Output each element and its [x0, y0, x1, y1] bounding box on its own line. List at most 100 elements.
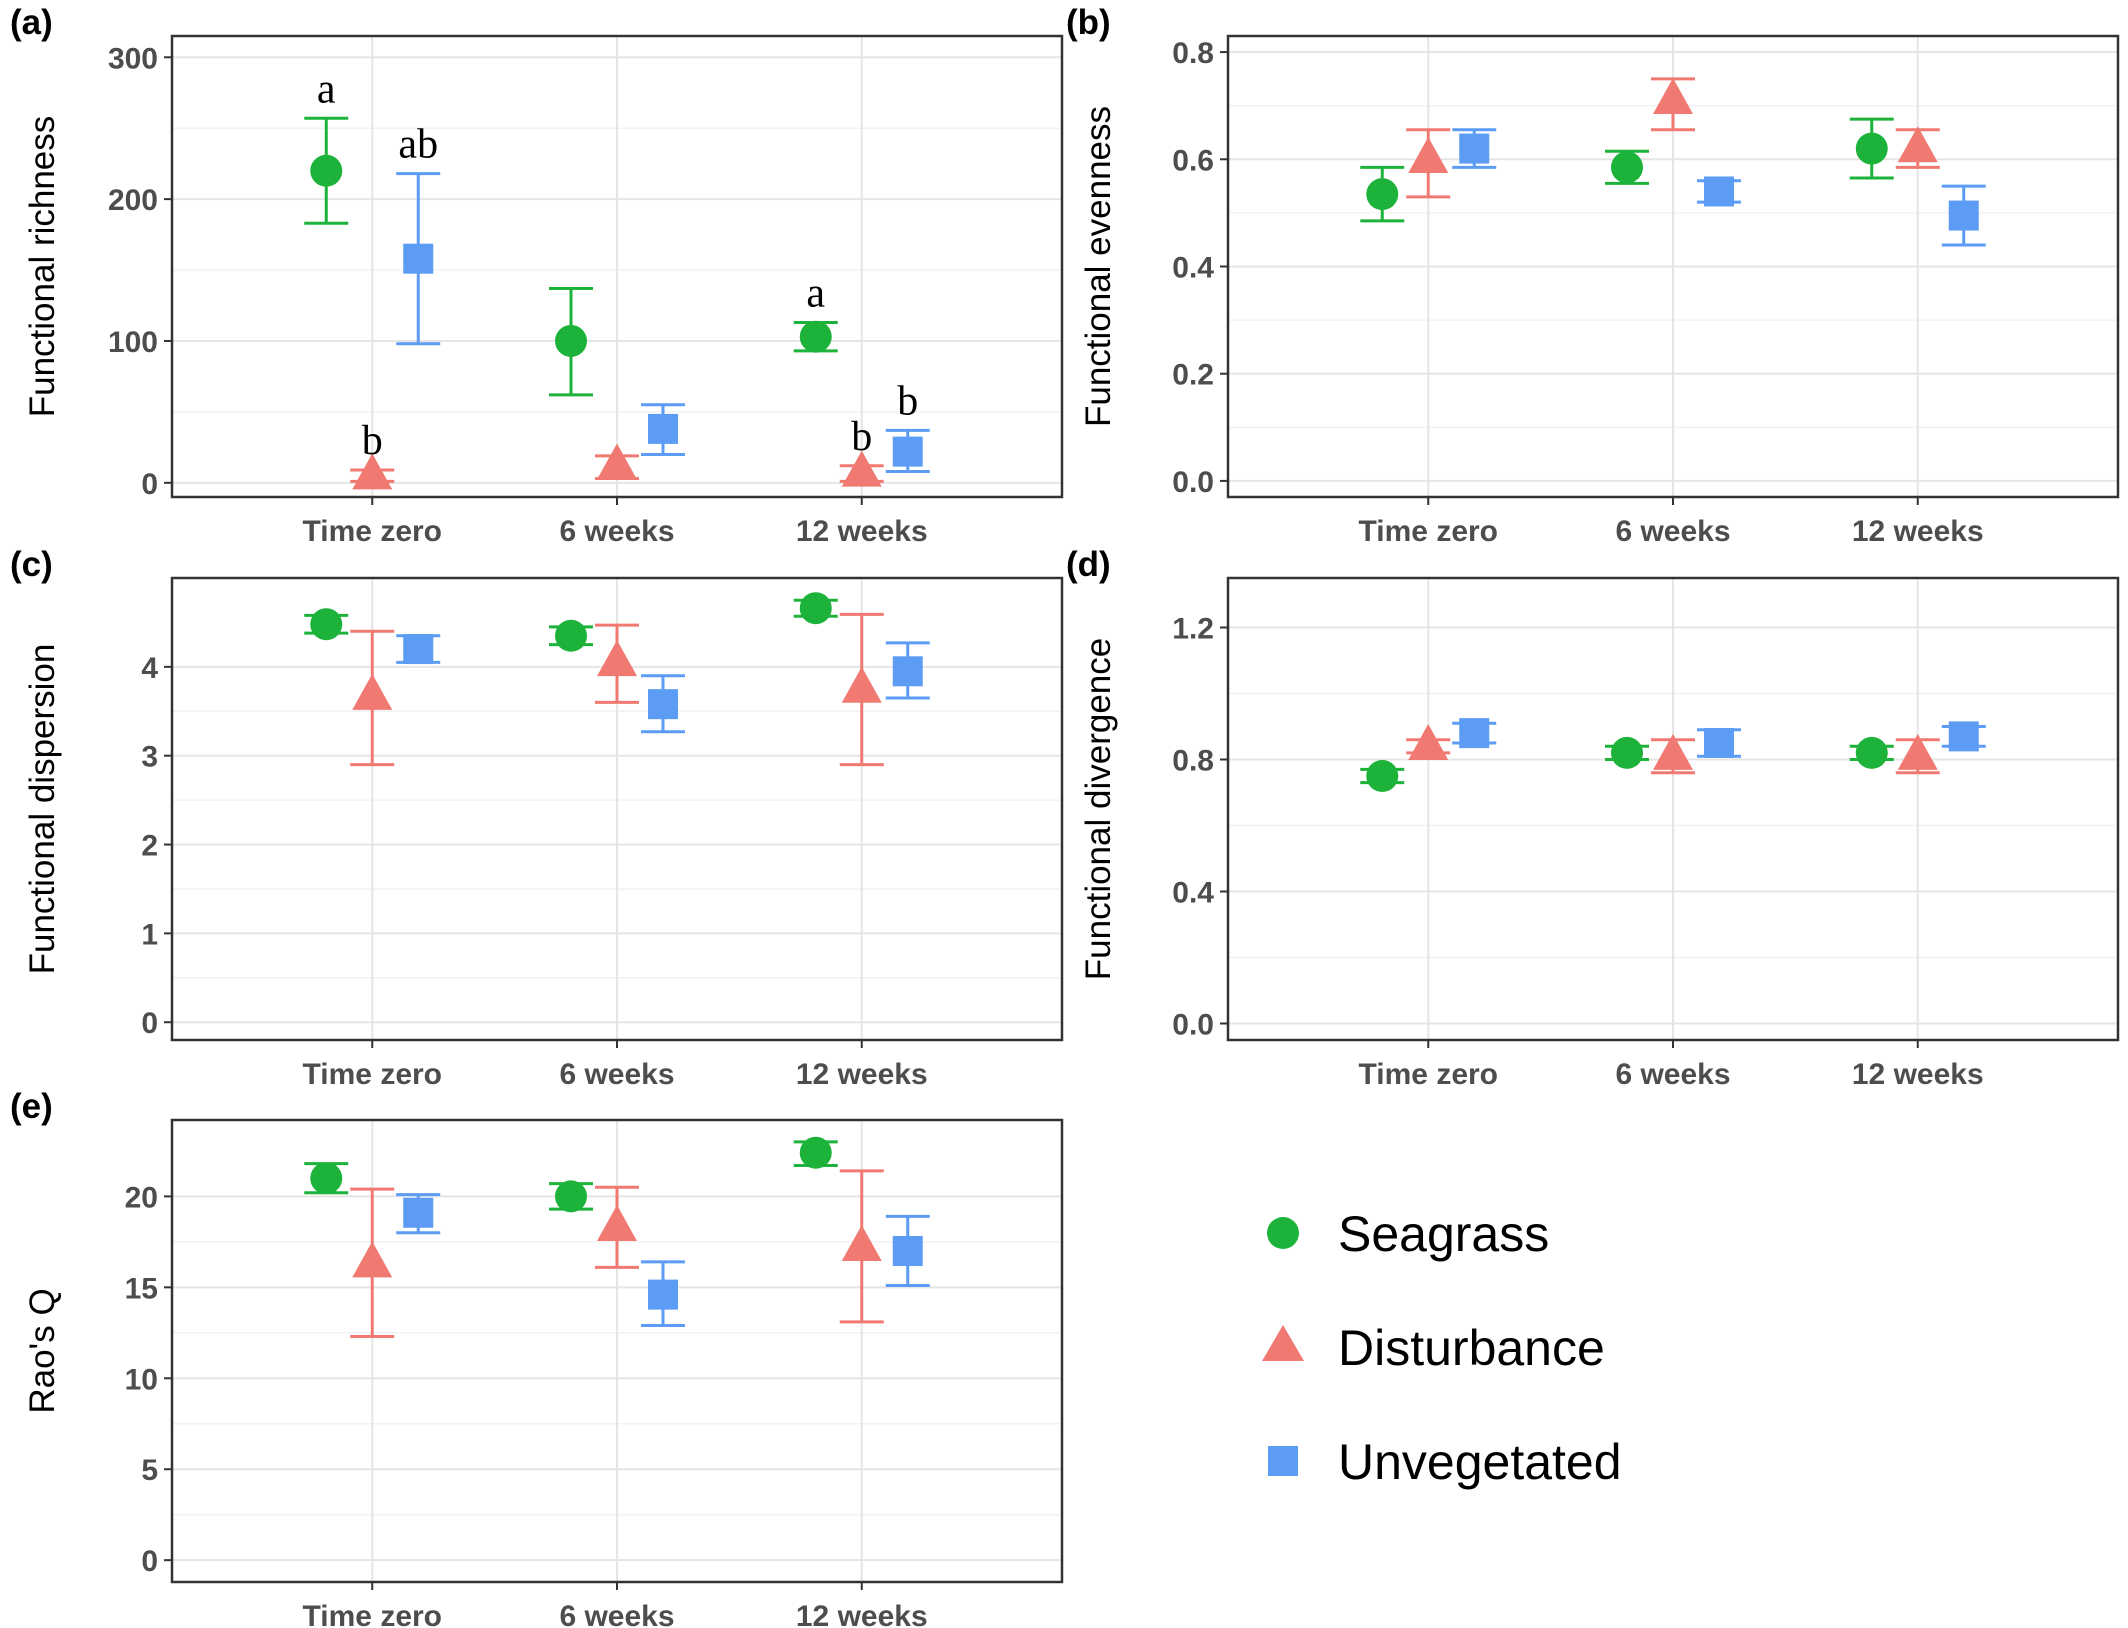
series-seagrass: [1360, 117, 1894, 223]
significance-letter: b: [851, 414, 872, 460]
point-seagrass-time-zero: [1366, 760, 1399, 792]
legend: Seagrass Disturbance Unvegetated: [1262, 1206, 1622, 1490]
y-tick-label: 0.0: [1172, 466, 1214, 499]
y-tick-label: 200: [108, 184, 158, 217]
point-unvegetated-time-zero: [403, 243, 434, 274]
panel-label: (d): [1066, 545, 1111, 584]
series-disturbance: [350, 1169, 884, 1338]
y-tick-label: 20: [125, 1181, 158, 1214]
x-tick-label-time-zero: Time zero: [303, 1600, 443, 1628]
x-tick-label-6-weeks: 6 weeks: [559, 1058, 674, 1091]
point-unvegetated-12-weeks: [892, 1235, 923, 1266]
y-tick-label: 0.4: [1172, 252, 1214, 285]
point-seagrass-6-weeks: [555, 619, 587, 652]
y-tick-label: 0.4: [1172, 877, 1214, 910]
point-unvegetated-12-weeks: [1948, 721, 1979, 752]
point-seagrass-12-weeks: [799, 592, 832, 625]
point-unvegetated-12-weeks: [892, 656, 923, 687]
y-tick-label: 2: [141, 830, 158, 863]
series-seagrass: [304, 116, 838, 397]
x-tick-label-time-zero: Time zero: [303, 515, 443, 548]
point-unvegetated-time-zero: [403, 1197, 434, 1228]
legend-label: Disturbance: [1338, 1320, 1605, 1376]
y-tick-label: 300: [108, 42, 158, 75]
point-unvegetated-time-zero: [1459, 718, 1490, 749]
significance-letter: b: [897, 378, 918, 424]
y-tick-label: 1: [141, 918, 158, 951]
x-tick-label-time-zero: Time zero: [1359, 1058, 1499, 1091]
point-seagrass-6-weeks: [1611, 151, 1643, 184]
series-disturbance: [1406, 77, 1940, 199]
y-tick-label: 10: [125, 1363, 158, 1396]
point-unvegetated-6-weeks: [648, 1279, 678, 1310]
x-tick-label-12-weeks: 12 weeks: [796, 515, 928, 548]
panel-label: (e): [10, 1087, 53, 1126]
legend-key-circle: [1267, 1217, 1299, 1249]
series-unvegetated: [396, 634, 930, 734]
series-unvegetated: [1452, 128, 1986, 247]
series-seagrass: [1360, 736, 1894, 792]
y-tick-label: 15: [125, 1272, 158, 1305]
point-unvegetated-12-weeks: [1948, 200, 1979, 231]
panel-c: 0 1 2 3 4 Time zero 6 weeks 12 weeks Functional …: [10, 545, 1064, 1091]
x-tick-label-12-weeks: 12 weeks: [796, 1600, 928, 1628]
series-unvegetated: [396, 1193, 930, 1328]
point-disturbance-12-weeks: [1897, 126, 1938, 163]
series-unvegetated: [1452, 718, 1986, 758]
y-tick-label: 0.6: [1172, 144, 1214, 177]
legend-label: Seagrass: [1338, 1206, 1549, 1262]
y-axis-title: Functional evenness: [1079, 106, 1118, 427]
series-seagrass: [304, 1136, 838, 1213]
x-tick-label-time-zero: Time zero: [1359, 515, 1499, 548]
point-seagrass-12-weeks: [1855, 132, 1888, 165]
point-unvegetated-time-zero: [403, 634, 434, 665]
x-tick-label-12-weeks: 12 weeks: [1852, 515, 1984, 548]
y-tick-label: 0: [141, 468, 158, 501]
legend-key-triangle: [1262, 1325, 1304, 1361]
significance-letter: ab: [398, 122, 438, 168]
panel-e: 0 5 10 15 20 Time zero 6 weeks 12 weeks Rao's Q (…: [10, 1087, 1064, 1628]
y-tick-label: 1.2: [1172, 613, 1214, 646]
point-disturbance-time-zero: [352, 453, 393, 490]
point-seagrass-12-weeks: [799, 1136, 832, 1169]
point-disturbance-time-zero: [352, 673, 393, 710]
panel-label: (b): [1066, 3, 1111, 42]
point-disturbance-time-zero: [1408, 723, 1449, 760]
x-tick-label-6-weeks: 6 weeks: [1615, 515, 1730, 548]
y-tick-label: 0: [141, 1007, 158, 1040]
series-disturbance: [1406, 723, 1940, 775]
series-seagrass: [304, 592, 838, 652]
point-unvegetated-6-weeks: [1704, 728, 1734, 758]
plot-border: [1226, 576, 2120, 1042]
y-tick-label: 5: [141, 1454, 158, 1487]
point-disturbance-12-weeks: [841, 666, 882, 703]
point-disturbance-12-weeks: [841, 450, 882, 487]
legend-item-disturbance: Disturbance: [1262, 1320, 1605, 1376]
significance-letter: a: [806, 271, 825, 317]
legend-key-square: [1268, 1446, 1298, 1476]
y-tick-label: 0.8: [1172, 37, 1214, 70]
point-unvegetated-6-weeks: [1704, 176, 1734, 207]
point-disturbance-time-zero: [1408, 136, 1449, 173]
y-tick-label: 0: [141, 1545, 158, 1578]
point-unvegetated-time-zero: [1459, 133, 1490, 164]
point-seagrass-time-zero: [1366, 178, 1399, 211]
x-tick-label-6-weeks: 6 weeks: [1615, 1058, 1730, 1091]
point-seagrass-6-weeks: [555, 324, 587, 357]
y-tick-label: 100: [108, 326, 158, 359]
point-seagrass-6-weeks: [555, 1180, 587, 1213]
x-tick-label-12-weeks: 12 weeks: [796, 1058, 928, 1091]
panel-label: (c): [10, 545, 53, 584]
x-tick-label-6-weeks: 6 weeks: [559, 1600, 674, 1628]
x-tick-label-time-zero: Time zero: [303, 1058, 443, 1091]
point-disturbance-6-weeks: [597, 443, 637, 480]
series-disturbance: [350, 443, 884, 490]
point-disturbance-6-weeks: [597, 640, 637, 677]
y-axis-title: Functional richness: [23, 116, 62, 418]
panel-label: (a): [10, 3, 53, 42]
point-unvegetated-12-weeks: [892, 436, 923, 467]
point-unvegetated-6-weeks: [648, 689, 678, 720]
y-tick-label: 0.2: [1172, 359, 1214, 392]
